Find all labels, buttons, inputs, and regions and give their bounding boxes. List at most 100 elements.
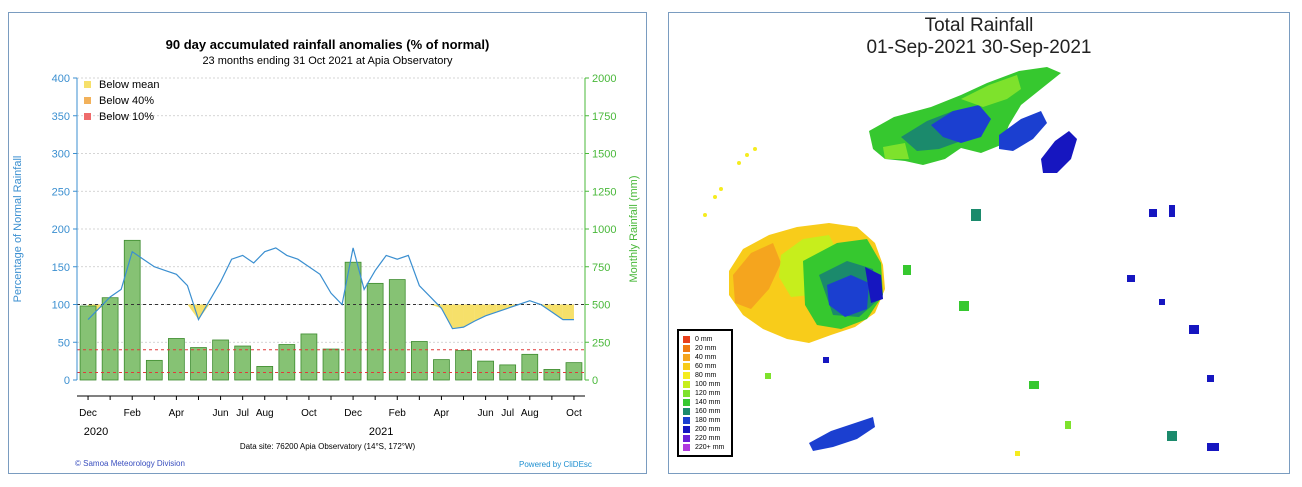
island-east [1041, 131, 1077, 173]
monthly-rainfall-bar [410, 341, 428, 381]
right-tick-label: 250 [592, 337, 610, 349]
legend-swatch [683, 399, 690, 406]
right-tick-label: 2000 [592, 73, 616, 85]
legend-swatch [683, 372, 690, 379]
below-mean-area [485, 304, 497, 316]
island-taveuni [999, 111, 1047, 151]
legend-entry: 40 mm [683, 353, 716, 362]
x-tick-label: Aug [521, 408, 539, 419]
year-label-2020: 2020 [84, 426, 108, 438]
below-mean-area [463, 304, 475, 328]
left-tick-label: 150 [52, 262, 70, 274]
left-tick-label: 300 [52, 149, 70, 161]
x-tick-label: Jun [478, 408, 494, 419]
legend-swatch [683, 426, 690, 433]
left-tick-label: 250 [52, 186, 70, 198]
right-tick-label: 1750 [592, 111, 616, 123]
island-viti-levu [729, 223, 885, 343]
chart-subtitle: 23 months ending 31 Oct 2021 at Apia Obs… [202, 55, 453, 67]
x-tick-label: Feb [124, 408, 142, 419]
legend-label: Below mean [99, 79, 160, 91]
right-axis-title: Monthly Rainfall (mm) [628, 176, 640, 283]
monthly-rainfall-bar [101, 297, 119, 381]
legend-label: 200 mm [695, 426, 721, 433]
x-tick-label: Jul [236, 408, 249, 419]
chart-plot: 0 50 100 150 200 250 300 350 400 0 250 500 750 1000 12… [12, 73, 640, 438]
legend-label: 0 mm [695, 336, 713, 343]
monthly-rainfall-bar [145, 359, 163, 381]
credit-clidesc[interactable]: Powered by CliDEsc [519, 460, 592, 469]
monthly-rainfall-bar [300, 333, 318, 381]
right-tick-label: 1250 [592, 186, 616, 198]
x-tick-label: Dec [79, 408, 97, 419]
legend-entry: 20 mm [683, 344, 716, 353]
legend-label: 60 mm [695, 363, 717, 370]
island-kadavu [809, 417, 875, 451]
x-tick-label: Jul [501, 408, 514, 419]
legend-swatch [683, 408, 690, 415]
credit-samoa-met: © Samoa Meteorology Division [75, 459, 185, 468]
lau-islands [765, 205, 1219, 456]
legend-swatch [683, 390, 690, 397]
legend-entry: 160 mm [683, 407, 720, 416]
monthly-rainfall-bar [521, 353, 539, 381]
monthly-rainfall-bar [344, 261, 362, 381]
monthly-rainfall-bar [543, 369, 561, 381]
below-mean-area [452, 304, 464, 329]
left-axis-title: Percentage of Normal Rainfall [12, 156, 24, 303]
below-mean-area [496, 304, 508, 313]
legend-entry: 60 mm [683, 362, 716, 371]
x-tick-label: Aug [256, 408, 274, 419]
monthly-rainfall-bar [234, 345, 252, 381]
legend-label: 180 mm [695, 417, 721, 424]
below-mean-area [187, 304, 199, 320]
legend-label: 220 mm [695, 435, 721, 442]
monthly-rainfall-bar [565, 362, 583, 381]
x-tick-label: Feb [389, 408, 407, 419]
legend-entry: 0 mm [683, 335, 713, 344]
legend-label: 100 mm [695, 381, 721, 388]
monthly-rainfall-bar [499, 364, 517, 381]
legend-swatch [683, 336, 690, 343]
monthly-rainfall-bar [278, 344, 296, 381]
map-title-line1: Total Rainfall [924, 15, 1034, 36]
monthly-rainfall-bar [123, 239, 141, 381]
west-coast-islets [703, 147, 757, 217]
below-mean-area [551, 304, 563, 320]
right-tick-label: 1500 [592, 149, 616, 161]
rainfall-map [703, 67, 1219, 456]
x-tick-label: Apr [434, 408, 450, 419]
left-tick-label: 100 [52, 300, 70, 312]
island-vanua-levu [869, 67, 1061, 165]
right-tick-label: 0 [592, 375, 598, 387]
x-tick-label: Dec [344, 408, 362, 419]
legend-entry: 80 mm [683, 371, 716, 380]
year-label-2021: 2021 [369, 426, 393, 438]
chart-title: 90 day accumulated rainfall anomalies (%… [165, 37, 490, 52]
legend-entry: 200 mm [683, 425, 720, 434]
legend-swatch [683, 444, 690, 451]
monthly-rainfall-bar [455, 350, 472, 381]
chart-footnote: Data site: 76200 Apia Observatory (14°S,… [239, 442, 416, 451]
legend-swatch [683, 354, 690, 361]
legend-swatch [84, 97, 91, 104]
x-tick-label: Apr [169, 408, 185, 419]
legend-label: Below 40% [99, 95, 154, 107]
rainfall-anomaly-chart-panel: 90 day accumulated rainfall anomalies (%… [8, 12, 647, 474]
legend-label: Below 10% [99, 111, 154, 123]
monthly-rainfall-bar [168, 338, 185, 381]
map-title-line2: 01-Sep-2021 30-Sep-2021 [866, 37, 1092, 58]
legend-label: 40 mm [695, 354, 717, 361]
legend-entry: 100 mm [683, 380, 720, 389]
below-mean-area [198, 304, 210, 320]
right-tick-label: 750 [592, 262, 610, 274]
legend-swatch [683, 417, 690, 424]
right-tick-label: 1000 [592, 224, 616, 236]
legend-label: 220+ mm [695, 444, 725, 451]
left-tick-label: 400 [52, 73, 70, 85]
monthly-rainfall-bar [388, 279, 406, 381]
monthly-rainfall-bar [477, 360, 494, 381]
monthly-rainfall-bar [256, 366, 274, 381]
left-tick-label: 0 [64, 375, 70, 387]
legend-entry: 140 mm [683, 398, 720, 407]
